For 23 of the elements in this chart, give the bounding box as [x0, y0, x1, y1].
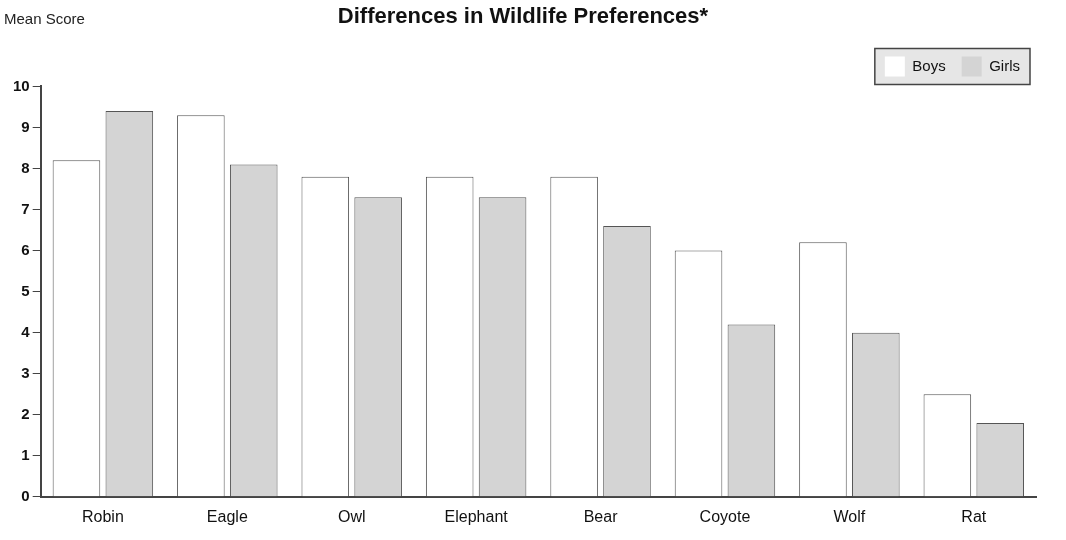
x-tick-label: Owl [337, 507, 366, 525]
x-tick-label: Coyote [699, 507, 751, 525]
x-tick-label: Robin [81, 507, 124, 525]
chart-title: Differences in Wildlife Preferences* [337, 3, 709, 29]
y-tick-label: 9 [21, 117, 30, 135]
x-tick-label: Bear [583, 507, 619, 525]
x-tick-label: Elephant [444, 507, 509, 525]
y-tick-label: 5 [21, 281, 30, 299]
y-tick-label: 4 [21, 322, 31, 340]
x-tick-label: Eagle [206, 507, 248, 525]
y-tick-label: 6 [21, 240, 30, 258]
x-tick-label: Rat [961, 507, 987, 525]
x-tick-label: Wolf [833, 507, 866, 525]
y-tick-label: 1 [21, 445, 30, 463]
y-tick-label: 3 [21, 363, 30, 381]
legend-label: Boys [912, 56, 946, 74]
y-axis-title: Mean Score [4, 10, 85, 27]
y-tick-label: 7 [21, 199, 30, 217]
y-tick-label: 8 [21, 158, 30, 176]
legend-label: Girls [989, 56, 1020, 74]
y-tick-label: 10 [13, 76, 30, 94]
y-tick-label: 2 [21, 404, 30, 422]
y-tick-label: 0 [21, 486, 30, 504]
